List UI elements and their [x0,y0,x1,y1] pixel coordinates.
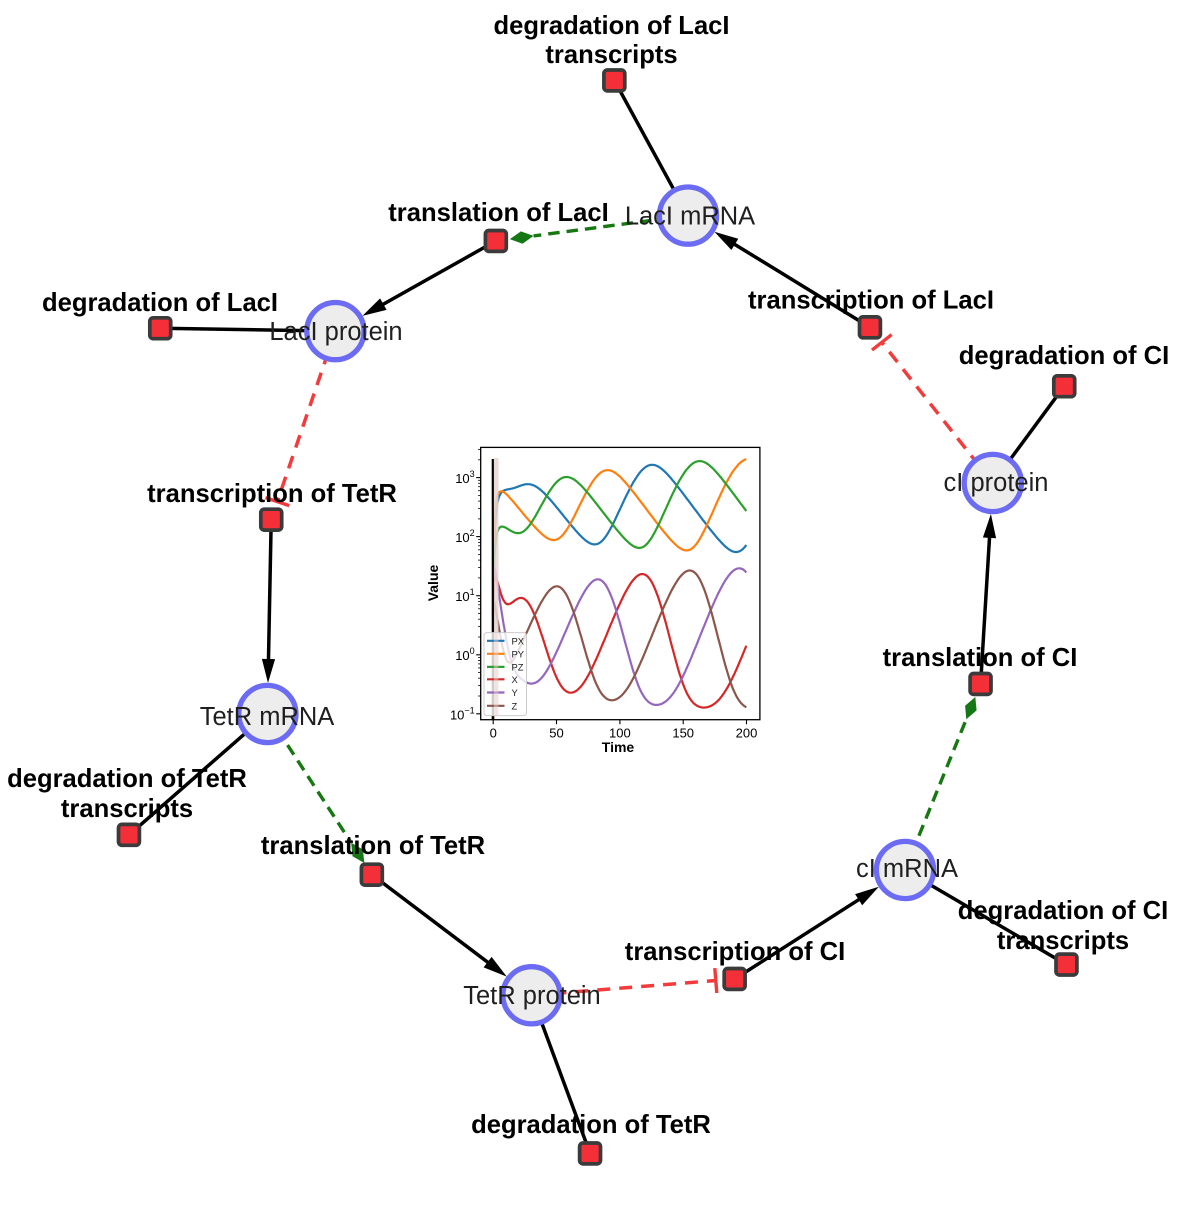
svg-text:Time: Time [602,739,635,755]
svg-text:degradation of TetR: degradation of TetR [471,1111,711,1139]
svg-text:degradation of LacI: degradation of LacI [42,289,278,317]
svg-text:Z: Z [512,700,518,711]
svg-text:LacI mRNA: LacI mRNA [625,203,755,231]
svg-text:102: 102 [455,528,474,545]
svg-text:101: 101 [455,587,474,604]
svg-text:translation of TetR: translation of TetR [261,832,485,860]
svg-text:cI mRNA: cI mRNA [856,855,958,883]
svg-text:LacI protein: LacI protein [269,318,402,346]
svg-text:PY: PY [512,648,525,659]
svg-text:transcription of LacI: transcription of LacI [748,287,994,315]
svg-text:degradation of LacI: degradation of LacI [493,12,729,40]
svg-text:PX: PX [512,635,525,646]
svg-text:200: 200 [736,726,758,741]
svg-text:Y: Y [512,687,519,698]
svg-text:0: 0 [490,726,497,741]
svg-text:100: 100 [455,646,474,663]
svg-text:TetR mRNA: TetR mRNA [200,703,335,731]
svg-text:100: 100 [609,726,631,741]
svg-text:TetR protein: TetR protein [463,982,601,1010]
svg-text:150: 150 [672,726,694,741]
svg-text:transcription of CI: transcription of CI [625,938,845,966]
svg-text:cI protein: cI protein [944,469,1049,497]
svg-text:translation of CI: translation of CI [883,644,1078,672]
svg-text:50: 50 [549,726,563,741]
svg-text:Value: Value [425,565,441,602]
svg-text:transcripts: transcripts [61,795,193,823]
svg-text:10−1: 10−1 [450,705,475,722]
svg-text:degradation of CI: degradation of CI [958,897,1168,925]
svg-text:103: 103 [455,469,474,486]
svg-text:translation of LacI: translation of LacI [388,199,608,227]
svg-text:degradation of TetR: degradation of TetR [7,765,247,793]
svg-text:degradation of CI: degradation of CI [959,342,1169,370]
svg-text:transcripts: transcripts [545,41,677,69]
svg-text:transcription of TetR: transcription of TetR [147,480,397,508]
svg-text:transcripts: transcripts [997,927,1129,955]
svg-text:PZ: PZ [512,661,524,672]
svg-text:X: X [512,674,519,685]
